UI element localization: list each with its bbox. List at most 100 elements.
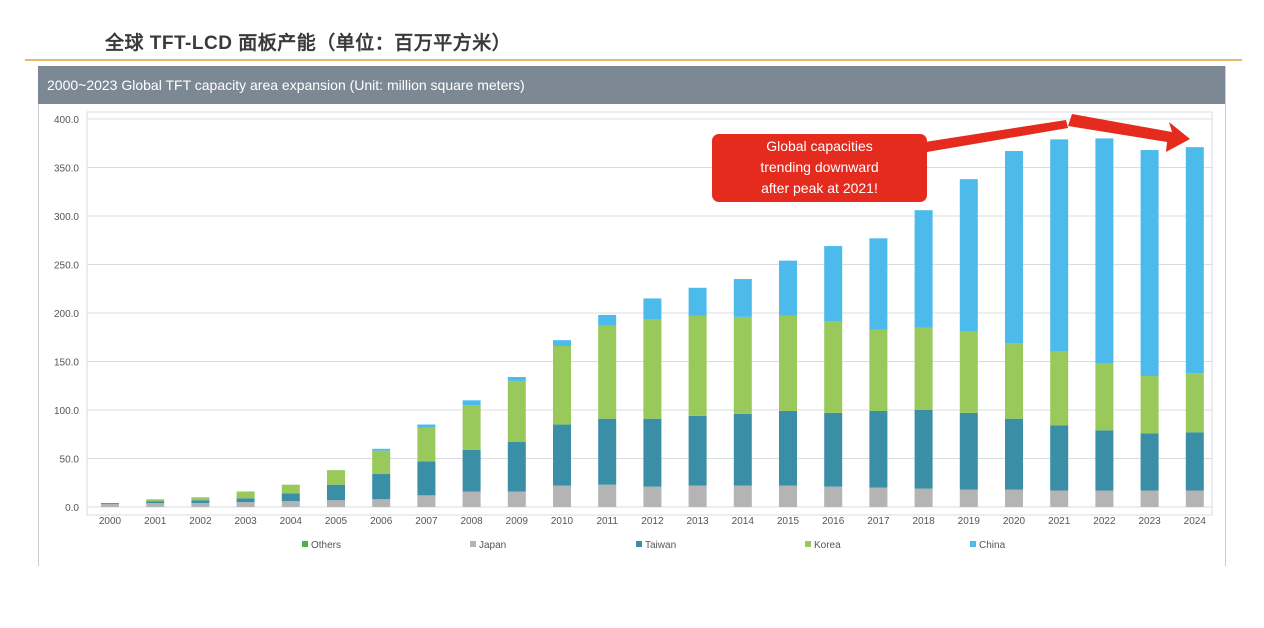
bar-segment-taiwan <box>643 418 662 487</box>
annotation-callout: Global capacities trending downward afte… <box>712 134 927 202</box>
y-tick-label: 0.0 <box>65 503 79 514</box>
legend-label-japan: Japan <box>479 540 506 551</box>
x-tick-label: 2003 <box>234 516 257 527</box>
bar-segment-taiwan <box>191 500 210 504</box>
bar-segment-korea <box>914 327 933 410</box>
x-tick-label: 2001 <box>144 516 167 527</box>
bar-segment-korea <box>236 491 255 499</box>
bar-segment-taiwan <box>914 410 933 489</box>
x-tick-label: 2017 <box>867 516 890 527</box>
annotation-line-3: after peak at 2021! <box>761 180 878 196</box>
trend-arrow-icon <box>1068 114 1190 152</box>
x-tick-label: 2007 <box>415 516 438 527</box>
bar-segment-japan <box>959 489 978 507</box>
bar-segment-japan <box>146 503 165 507</box>
bar-segment-japan <box>1050 490 1069 507</box>
y-tick-label: 350.0 <box>54 164 79 175</box>
y-tick-label: 50.0 <box>60 455 80 466</box>
y-tick-label: 200.0 <box>54 309 79 320</box>
bar-segment-korea <box>733 316 752 414</box>
x-tick-label: 2021 <box>1048 516 1071 527</box>
callout-pointer-arrow <box>925 120 1068 152</box>
bar-segment-korea <box>1185 373 1204 433</box>
bar-segment-korea <box>417 427 436 462</box>
legend-label-korea: Korea <box>814 540 841 551</box>
bar-segment-taiwan <box>236 498 255 503</box>
x-tick-label: 2024 <box>1184 516 1207 527</box>
bar-segment-japan <box>327 500 345 507</box>
x-tick-label: 2008 <box>460 516 483 527</box>
bar-segment-korea <box>372 450 391 475</box>
chart-frame <box>38 66 1226 566</box>
x-tick-label: 2002 <box>189 516 212 527</box>
bar-segment-china <box>372 448 391 451</box>
x-tick-label: 2016 <box>822 516 845 527</box>
bar-segment-korea <box>779 315 797 411</box>
bar-segment-japan <box>824 486 843 507</box>
bar-segment-taiwan <box>327 484 345 501</box>
bar-segment-china <box>779 260 797 316</box>
bar-segment-china <box>869 238 888 330</box>
bar-segment-taiwan <box>959 412 978 490</box>
bar-segment-china <box>1050 139 1069 352</box>
bar-segment-japan <box>643 486 662 507</box>
bar-segment-china <box>1095 138 1114 364</box>
bar-segment-japan <box>1140 490 1159 507</box>
bar-segment-japan <box>191 503 210 507</box>
bar-segment-china <box>598 314 617 326</box>
x-tick-label: 2019 <box>958 516 981 527</box>
bar-segment-china <box>462 400 481 406</box>
chart-title: 2000~2023 Global TFT capacity area expan… <box>47 77 525 93</box>
bar-segment-japan <box>417 495 436 507</box>
bar-segment-japan <box>1095 490 1114 507</box>
bar-segment-japan <box>688 485 707 507</box>
bar-segment-china <box>914 210 933 328</box>
x-tick-label: 2000 <box>99 516 122 527</box>
bar-segment-japan <box>779 485 797 507</box>
bar-segment-japan <box>101 504 119 507</box>
bar-segment-korea <box>191 497 210 501</box>
legend-label-china: China <box>979 540 1006 551</box>
bar-segment-japan <box>372 499 391 507</box>
bar-segment-korea <box>1005 343 1023 419</box>
bar-segment-taiwan <box>733 413 752 486</box>
bar-segment-taiwan <box>1095 430 1114 491</box>
bar-segment-taiwan <box>688 415 707 486</box>
bar-segment-taiwan <box>146 501 165 504</box>
bar-segment-japan <box>462 491 481 507</box>
bar-segment-taiwan <box>824 412 843 487</box>
bar-segment-taiwan <box>281 493 300 502</box>
bar-segment-korea <box>824 321 843 413</box>
bar-segment-china <box>1185 147 1204 374</box>
bar-segment-korea <box>553 345 571 425</box>
legend-label-others: Others <box>311 540 341 551</box>
bar-segment-korea <box>327 470 345 485</box>
bar-segment-japan <box>869 487 888 507</box>
bar-segment-japan <box>236 502 255 507</box>
page-title: 全球 TFT-LCD 面板产能（单位：百万平方米） <box>105 33 512 54</box>
bar-segment-korea <box>869 329 888 411</box>
bar-segment-china <box>643 298 662 320</box>
bar-segment-taiwan <box>1005 418 1023 490</box>
x-tick-label: 2013 <box>686 516 709 527</box>
bar-segment-korea <box>1140 376 1159 434</box>
bar-segment-japan <box>1005 489 1023 507</box>
legend-swatch-china <box>970 541 976 547</box>
bar-segment-china <box>507 377 526 381</box>
x-tick-label: 2006 <box>370 516 393 527</box>
x-tick-label: 2023 <box>1138 516 1161 527</box>
legend-swatch-japan <box>470 541 476 547</box>
bar-segment-korea <box>507 380 526 443</box>
bar-segment-china <box>553 340 571 346</box>
bar-segment-japan <box>914 488 933 507</box>
x-tick-label: 2004 <box>280 516 303 527</box>
bar-segment-taiwan <box>553 424 571 486</box>
bar-segment-taiwan <box>417 461 436 496</box>
bar-segment-china <box>733 279 752 317</box>
x-tick-label: 2009 <box>506 516 529 527</box>
bar-segment-china <box>824 246 843 322</box>
bar-segment-china <box>959 179 978 332</box>
legend-swatch-taiwan <box>636 541 642 547</box>
x-tick-label: 2011 <box>596 516 618 527</box>
